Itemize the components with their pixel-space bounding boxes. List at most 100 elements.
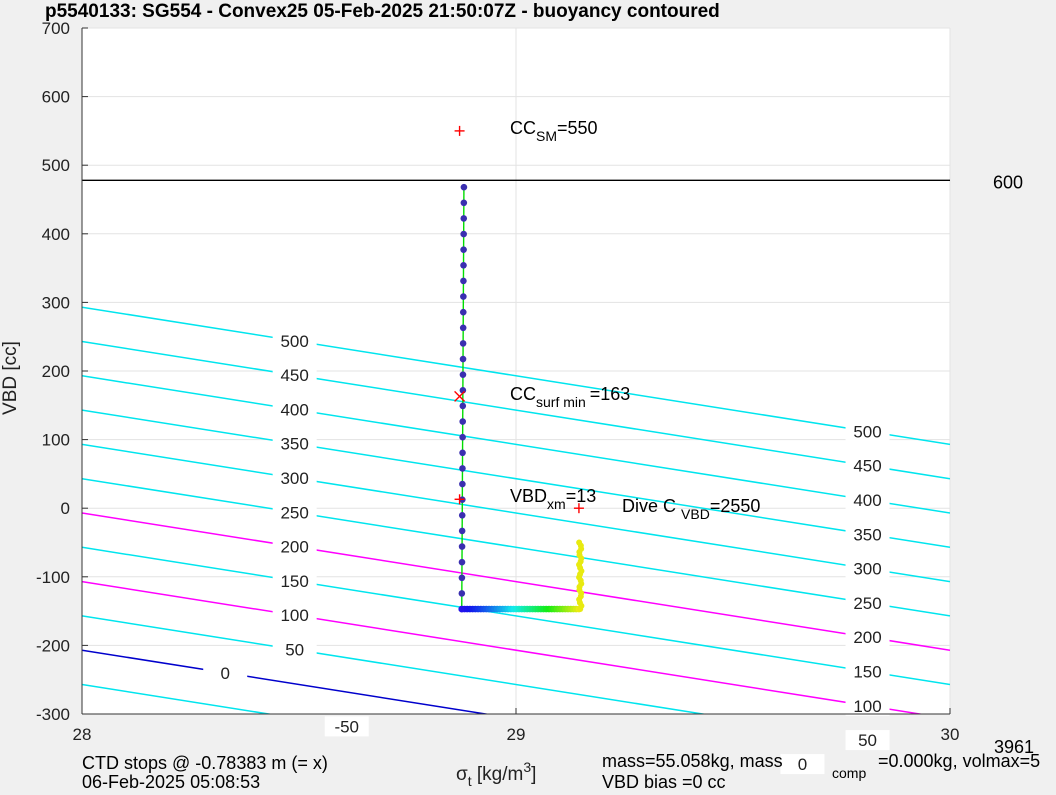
contour-label-bg: [272, 330, 317, 351]
contour-label-bg: [272, 570, 317, 591]
contour-label-right: 500: [853, 422, 881, 441]
trajectory-point: [459, 402, 467, 410]
trajectory-group: [458, 183, 585, 613]
annotation-main: CC: [510, 384, 536, 404]
trajectory-vertical-segment: [461, 187, 465, 610]
footer-timestamp: 06-Feb-2025 05:08:53: [82, 772, 260, 790]
contour-label-left: 250: [280, 503, 308, 522]
contour-label-left: 350: [280, 435, 308, 454]
trajectory-point: [459, 465, 466, 472]
contour-label-right: 150: [853, 662, 881, 681]
contour-line-150: [82, 546, 950, 686]
contour-label-left: 0: [220, 664, 229, 683]
footer-vbd-bias: VBD bias =0 cc: [602, 772, 726, 790]
contour-label-left: 200: [280, 538, 308, 557]
contour-label-left: 450: [280, 366, 308, 385]
contour-label-bg: [845, 730, 890, 751]
contour-label-bg: [272, 605, 317, 626]
footer-ctd-stops: CTD stops @ -0.78383 m (= x): [82, 753, 328, 773]
trajectory-point: [460, 199, 468, 207]
trajectory-point: [460, 261, 467, 269]
contour-label-bg: [780, 754, 825, 775]
contour-label-left: 100: [280, 606, 308, 625]
contour-label-right: 200: [853, 628, 881, 647]
contour-label-bg: [845, 524, 890, 545]
trajectory-point: [459, 480, 466, 488]
reference-line-group: 600: [82, 172, 1023, 192]
x-tick-label: 28: [73, 725, 92, 744]
contour-label-bg: [845, 558, 890, 579]
contour-line-200: [82, 512, 950, 651]
y-tick-label: 700: [42, 19, 70, 38]
contour-label-right: 400: [853, 491, 881, 510]
chart-title: p5540133: SG554 - Convex25 05-Feb-2025 2…: [45, 1, 720, 22]
annotation-value: =13: [566, 486, 597, 506]
contour-line-450: [82, 340, 950, 480]
trajectory-point: [459, 340, 467, 347]
annotation-value: =550: [557, 118, 598, 138]
x-tick-label: 30: [941, 725, 960, 744]
annotation-main: VBD: [510, 486, 547, 506]
y-tick-label: 0: [61, 499, 70, 518]
contour-label-bg: [845, 695, 890, 716]
contour-label-bg: [272, 536, 317, 557]
contour-label-bg: [845, 455, 890, 476]
reference-line-label: 600: [993, 172, 1023, 192]
contour-label-left: 500: [280, 332, 308, 351]
trajectory-point: [460, 230, 467, 238]
annotation-3: Dive C VBD=2550: [622, 496, 760, 522]
trajectory-point: [458, 558, 466, 566]
trajectory-point: [459, 449, 466, 457]
contour-label-bg: [845, 592, 890, 613]
contour-label-bg: [272, 639, 317, 660]
grid-lines: [81, 27, 951, 715]
contour-label-right: 450: [853, 457, 881, 476]
trajectory-point: [459, 418, 467, 425]
contour-label-bg: [845, 489, 890, 510]
trajectory-point: [458, 543, 466, 550]
trajectory-point: [460, 215, 468, 222]
annotation-main: CC: [510, 118, 536, 138]
trajectory-point: [459, 355, 467, 363]
annotation-sub: SM: [536, 128, 557, 144]
y-axis-label: VBD [cc]: [0, 341, 21, 415]
y-tick-label: 600: [42, 88, 70, 107]
y-tick-label: 100: [42, 431, 70, 450]
contour-line-300: [82, 443, 950, 583]
contour-label-right: 50: [858, 731, 877, 750]
contour-labels: 500450400350300250200150100500-505004504…: [203, 330, 890, 775]
annotation-sub: VBD: [681, 506, 710, 522]
contour-line-400: [82, 375, 950, 514]
contour-line--50: [82, 683, 274, 714]
trajectory-point: [459, 371, 467, 378]
y-tick-label: -100: [36, 568, 70, 587]
footer-volmax: =0.000kg, volmax=5: [878, 751, 1040, 771]
annotation-1: CCsurf min =163: [510, 384, 630, 410]
annotation-main: Dive C: [622, 496, 681, 516]
y-tick-label: 300: [42, 293, 70, 312]
trajectory-point: [458, 574, 466, 582]
contour-line-100: [82, 580, 925, 714]
contour-label-right: 100: [853, 697, 881, 716]
trajectory-point: [460, 277, 467, 285]
annotation-value: =163: [590, 384, 631, 404]
trajectory-point: [460, 293, 467, 300]
y-tick-label: 200: [42, 362, 70, 381]
contour-label-left: 400: [280, 400, 308, 419]
contour-label-bg: [272, 468, 317, 489]
contour-label-bg: [272, 433, 317, 454]
contour-line-350: [82, 409, 950, 549]
trajectory-point: [458, 511, 466, 519]
footer-corner-value: 3961: [994, 737, 1034, 757]
contour-label-right: 300: [853, 560, 881, 579]
contour-label-right: 250: [853, 594, 881, 613]
x-tick-label: 29: [507, 725, 526, 744]
contour-line-250: [82, 477, 950, 617]
contour-label-bg: [324, 716, 369, 737]
contour-label-right: 350: [853, 525, 881, 544]
contour-label-bg: [272, 502, 317, 523]
y-tick-label: 400: [42, 225, 70, 244]
